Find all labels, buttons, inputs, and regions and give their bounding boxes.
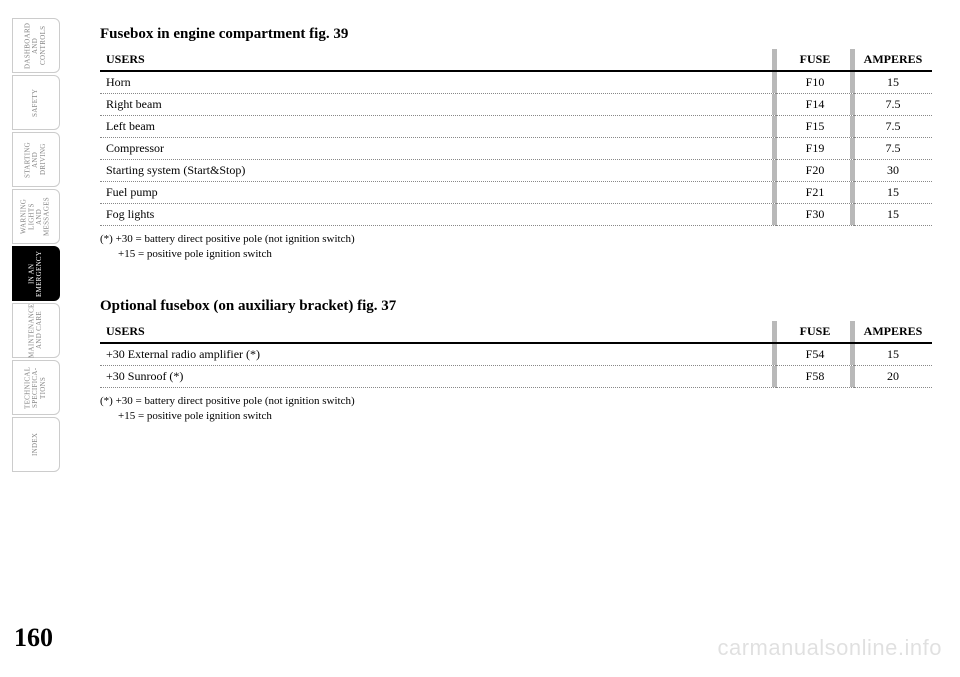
cell-amp: 15 bbox=[854, 71, 932, 94]
cell-users: Right beam bbox=[100, 94, 776, 116]
cell-fuse: F14 bbox=[776, 94, 854, 116]
table-row: HornF1015 bbox=[100, 71, 932, 94]
t1-head-fuse: FUSE bbox=[776, 49, 854, 71]
cell-amp: 7.5 bbox=[854, 138, 932, 160]
cell-amp: 15 bbox=[854, 343, 932, 366]
t1-head-users: USERS bbox=[100, 49, 776, 71]
table2-title: Optional fusebox (on auxiliary bracket) … bbox=[100, 298, 932, 315]
fuse-table-1: USERS FUSE AMPERES HornF1015 Right beamF… bbox=[100, 49, 932, 226]
table-row: Right beamF147.5 bbox=[100, 94, 932, 116]
fuse-table-2: USERS FUSE AMPERES +30 External radio am… bbox=[100, 321, 932, 388]
cell-users: +30 Sunroof (*) bbox=[100, 365, 776, 387]
cell-amp: 15 bbox=[854, 204, 932, 226]
table-row: Fog lightsF3015 bbox=[100, 204, 932, 226]
table2-note: (*) +30 = battery direct positive pole (… bbox=[100, 394, 932, 424]
note-line1: (*) +30 = battery direct positive pole (… bbox=[100, 395, 355, 407]
tab-emergency[interactable]: IN AN EMERGENCY bbox=[12, 246, 60, 301]
tab-safety[interactable]: SAFETY bbox=[12, 75, 60, 130]
table-row: Fuel pumpF2115 bbox=[100, 182, 932, 204]
tab-technical[interactable]: TECHNICAL SPECIFICA-TIONS bbox=[12, 360, 60, 415]
cell-fuse: F20 bbox=[776, 160, 854, 182]
table1-title: Fusebox in engine compartment fig. 39 bbox=[100, 26, 932, 43]
tab-index[interactable]: INDEX bbox=[12, 417, 60, 472]
cell-users: Left beam bbox=[100, 116, 776, 138]
watermark: carmanualsonline.info bbox=[717, 635, 942, 661]
t2-head-fuse: FUSE bbox=[776, 321, 854, 343]
table-row: +30 External radio amplifier (*)F5415 bbox=[100, 343, 932, 366]
note-line1: (*) +30 = battery direct positive pole (… bbox=[100, 233, 355, 245]
side-tabs: DASHBOARD AND CONTROLS SAFETY STARTING A… bbox=[12, 18, 60, 472]
tab-dashboard[interactable]: DASHBOARD AND CONTROLS bbox=[12, 18, 60, 73]
table1-note: (*) +30 = battery direct positive pole (… bbox=[100, 232, 932, 262]
note-line2: +15 = positive pole ignition switch bbox=[100, 247, 932, 262]
t1-head-amp: AMPERES bbox=[854, 49, 932, 71]
cell-users: Compressor bbox=[100, 138, 776, 160]
page-number: 160 bbox=[14, 623, 53, 653]
main-content: Fusebox in engine compartment fig. 39 US… bbox=[100, 26, 932, 423]
t2-head-users: USERS bbox=[100, 321, 776, 343]
table-row: Starting system (Start&Stop)F2030 bbox=[100, 160, 932, 182]
table-row: CompressorF197.5 bbox=[100, 138, 932, 160]
cell-fuse: F58 bbox=[776, 365, 854, 387]
cell-amp: 15 bbox=[854, 182, 932, 204]
tab-starting[interactable]: STARTING AND DRIVING bbox=[12, 132, 60, 187]
cell-amp: 7.5 bbox=[854, 94, 932, 116]
cell-amp: 20 bbox=[854, 365, 932, 387]
cell-amp: 30 bbox=[854, 160, 932, 182]
cell-users: Fog lights bbox=[100, 204, 776, 226]
note-line2: +15 = positive pole ignition switch bbox=[100, 409, 932, 424]
table-row: +30 Sunroof (*)F5820 bbox=[100, 365, 932, 387]
cell-fuse: F10 bbox=[776, 71, 854, 94]
cell-amp: 7.5 bbox=[854, 116, 932, 138]
cell-fuse: F15 bbox=[776, 116, 854, 138]
cell-fuse: F19 bbox=[776, 138, 854, 160]
cell-users: Horn bbox=[100, 71, 776, 94]
cell-fuse: F54 bbox=[776, 343, 854, 366]
tab-warning[interactable]: WARNING LIGHTS AND MESSAGES bbox=[12, 189, 60, 244]
cell-users: Fuel pump bbox=[100, 182, 776, 204]
t2-head-amp: AMPERES bbox=[854, 321, 932, 343]
cell-users: +30 External radio amplifier (*) bbox=[100, 343, 776, 366]
cell-fuse: F30 bbox=[776, 204, 854, 226]
cell-users: Starting system (Start&Stop) bbox=[100, 160, 776, 182]
tab-maintenance[interactable]: MAINTENANCE AND CARE bbox=[12, 303, 60, 358]
cell-fuse: F21 bbox=[776, 182, 854, 204]
table-row: Left beamF157.5 bbox=[100, 116, 932, 138]
